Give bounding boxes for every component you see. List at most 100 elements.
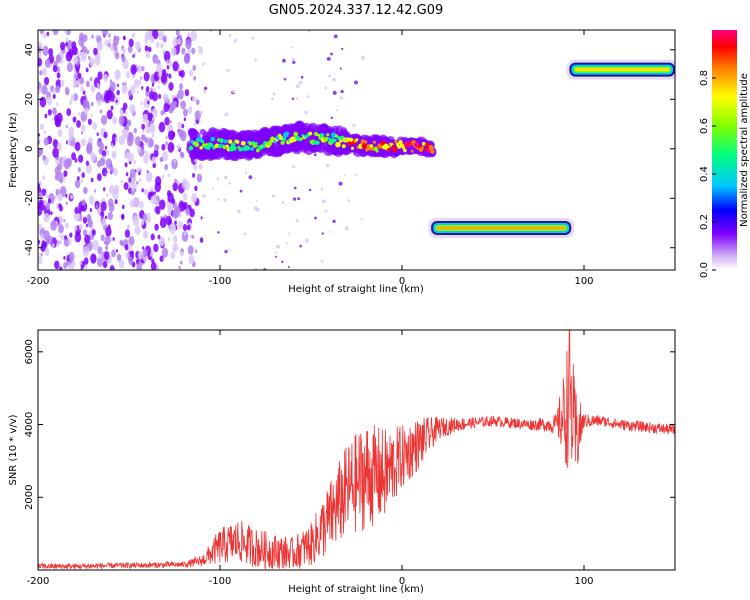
noise-blob [168,124,173,131]
noise-blob [70,94,75,101]
noise-blob [82,245,90,257]
noise-blob [133,196,140,207]
noise-blob [58,203,62,209]
noise-blob [124,244,129,251]
noise-blob [68,251,75,262]
noise-blob [44,113,48,119]
noise-speck [232,89,236,93]
snr-line [38,330,675,570]
trace-core [334,134,339,138]
noise-blob [92,122,97,130]
noise-blob [115,136,119,142]
noise-blob [89,208,93,212]
noise-speck [324,86,328,90]
noise-blob [159,156,163,163]
noise-blob [84,264,88,270]
noise-blob [168,82,174,91]
noise-blob [120,213,125,220]
noise-blob [95,91,102,103]
noise-speck [308,188,312,192]
trace-core [428,145,434,151]
noise-blob [162,49,165,55]
noise-speck [292,197,297,201]
noise-blob [164,116,170,126]
noise-blob [81,199,86,207]
noise-blob [78,224,83,231]
noise-blob [96,132,99,137]
noise-blob [133,78,140,88]
noise-blob [65,42,68,47]
noise-blob [167,173,170,178]
noise-speck [288,232,291,235]
noise-speck [228,248,231,251]
noise-blob [173,159,177,164]
trace-core [284,131,290,136]
noise-speck [275,251,278,254]
alias-band-core [575,68,669,72]
noise-blob [157,85,160,90]
noise-blob [80,51,87,62]
noise-blob [81,138,86,147]
noise-blob [78,154,84,163]
noise-blob [193,121,197,127]
snr-xtick-label: -200 [27,576,50,587]
noise-blob [38,183,41,189]
noise-blob [143,154,149,164]
noise-blob [82,34,88,42]
noise-blob [54,260,60,270]
noise-blob [72,84,76,89]
noise-blob [43,76,50,86]
noise-blob [182,192,188,201]
snr-panel: -200 -100 0 100 2000 4000 6000 Height of strai… [8,329,676,595]
noise-speck [237,209,241,214]
noise-blob [167,130,175,141]
noise-blob [57,142,62,149]
noise-blob [73,56,78,65]
noise-blob [79,32,85,41]
noise-blob [59,239,63,245]
noise-blob [133,159,137,165]
noise-blob [43,32,47,39]
noise-speck [253,267,258,270]
noise-blob [141,188,144,193]
trace-core [394,140,398,144]
noise-blob [115,99,118,104]
trace-core [248,141,253,146]
trace-core [372,140,376,144]
trace-core [423,148,427,152]
noise-blob [182,108,188,117]
noise-blob [121,204,125,210]
noise-blob [43,130,47,135]
spectrogram-ytick-label: 40 [24,43,35,56]
noise-blob [138,171,141,176]
noise-blob [101,30,109,37]
noise-blob [65,124,68,129]
trace-core [281,137,287,142]
noise-blob [143,71,150,82]
noise-blob [194,249,198,254]
noise-speck [295,219,299,223]
trace-core [323,136,329,142]
noise-blob [145,171,153,183]
noise-blob [86,142,93,153]
noise-blob [148,46,152,53]
noise-blob [38,256,43,265]
noise-speck [340,89,344,94]
noise-speck [340,47,344,51]
noise-speck [307,30,311,33]
noise-blob [183,54,191,65]
noise-blob [165,215,172,226]
noise-blob [150,87,153,91]
noise-blob [191,234,195,239]
noise-blob [194,185,198,191]
noise-speck [226,68,230,72]
trace-core [199,146,203,150]
trace-core [339,139,343,143]
trace-core [333,138,337,142]
noise-blob [142,248,148,258]
noise-blob [134,225,141,236]
noise-blob [85,223,88,228]
noise-blob [111,150,117,160]
spectrogram-ylabel: Frequency (Hz) [8,112,19,188]
noise-blob [50,211,53,216]
